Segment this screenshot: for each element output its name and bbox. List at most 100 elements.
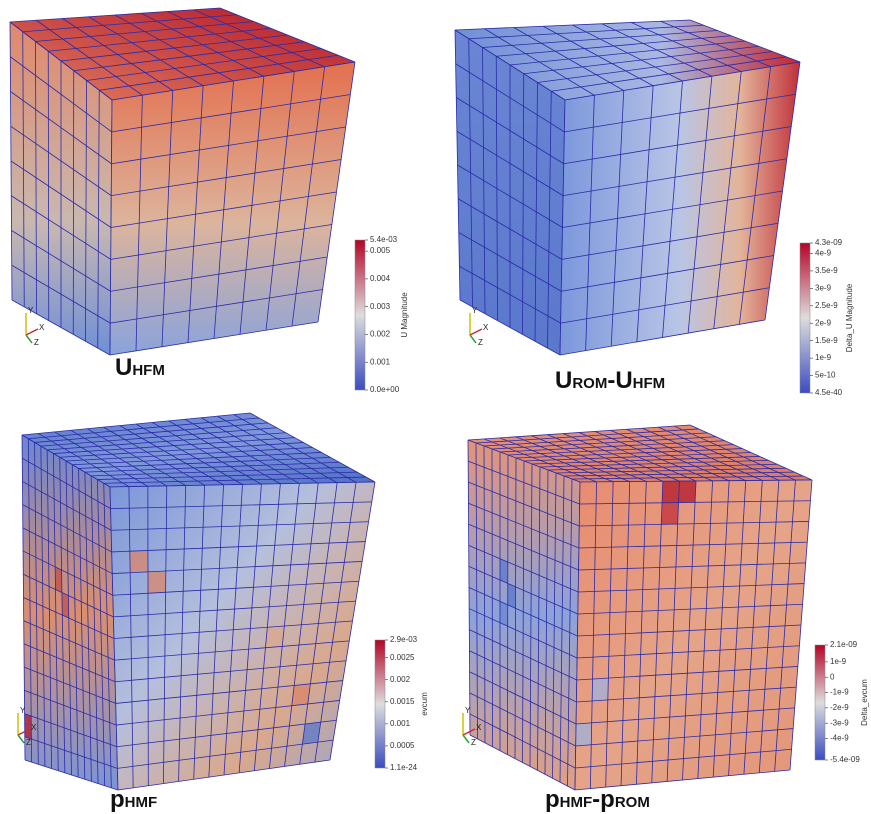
cell [147, 570, 166, 594]
cell [500, 558, 508, 584]
mesh-line [469, 650, 577, 703]
triad-axis [25, 328, 39, 336]
colorbar [354, 239, 366, 391]
mesh-line [560, 287, 770, 324]
mesh-line [459, 299, 561, 356]
mesh-line [457, 164, 563, 228]
mesh-line [78, 468, 86, 780]
mesh-line [459, 265, 561, 324]
mesh-line [23, 597, 115, 639]
colorbar-tick-label: 0.004 [370, 274, 391, 283]
mesh-line [152, 422, 262, 485]
mesh-line [233, 414, 357, 483]
mesh-line [468, 608, 578, 659]
colorbar-tick-label: 1e-9 [830, 657, 847, 666]
triad-label: Y [465, 706, 471, 715]
cell [291, 683, 311, 706]
triad-axis [25, 334, 33, 344]
mesh-line [284, 483, 319, 767]
cube-face [10, 8, 355, 100]
mesh-line [24, 759, 119, 791]
triad-axis [469, 328, 483, 336]
mesh-line [249, 412, 376, 483]
mesh-line [217, 415, 338, 484]
cube-face [22, 435, 118, 790]
mesh-line [24, 736, 118, 769]
colorbar-tick-label: 0.0e+00 [370, 385, 400, 394]
colorbar-tick-label: 0 [830, 672, 835, 681]
mesh-line [168, 420, 281, 485]
mesh-line [689, 19, 801, 63]
cell [265, 626, 285, 648]
mesh-line [72, 70, 75, 335]
triad-label: Z [478, 338, 483, 347]
mesh-line [23, 620, 115, 661]
mesh-line [73, 41, 305, 72]
mesh-line [71, 464, 79, 778]
mesh-line [110, 289, 323, 324]
triad-axis [469, 334, 477, 344]
triad-label: X [483, 323, 489, 332]
colorbar-tick-label: 1.5e-9 [815, 336, 838, 345]
colorbar-tick-label: 0.001 [370, 357, 391, 366]
colorbar [374, 639, 386, 769]
mesh-line [631, 22, 742, 72]
caption: UHFM [115, 354, 165, 381]
colorbar-title: Delta_evcum [860, 679, 869, 726]
caption-part: HFM [132, 362, 165, 379]
mesh-line [110, 224, 332, 260]
cube-face [455, 20, 800, 100]
mesh-line [469, 692, 576, 747]
mesh-line [91, 466, 349, 477]
mesh-line [84, 472, 92, 782]
mesh-line [789, 479, 813, 771]
mesh-line [537, 466, 541, 771]
triad-axis [462, 734, 470, 744]
colorbar-title: U Magnitude [400, 292, 409, 338]
mesh-line [238, 484, 262, 773]
mesh-line [534, 82, 538, 342]
mesh-line [577, 624, 802, 637]
caption-part: -p [592, 786, 615, 813]
mesh-line [78, 456, 331, 469]
mesh-line [563, 471, 795, 477]
mesh-line [65, 447, 313, 462]
mesh-line [184, 418, 300, 484]
mesh-line [86, 48, 322, 81]
mesh-line [253, 483, 281, 771]
mesh-line [85, 80, 87, 342]
colorbar-title: evcum [420, 692, 429, 716]
mesh-line [642, 427, 763, 481]
mesh-line [116, 700, 340, 726]
mesh-line [90, 475, 99, 784]
mesh-line [559, 475, 565, 783]
mesh-line [103, 483, 112, 788]
colorbar-tick-label: 0.003 [370, 302, 391, 311]
mesh-line [115, 680, 343, 704]
mesh-line [317, 61, 356, 323]
cube-face [110, 482, 375, 790]
colorbar-tick-label: 0.001 [390, 719, 411, 728]
cell [302, 722, 321, 745]
mesh-line [469, 713, 576, 769]
mesh-line [571, 475, 804, 480]
mesh-line [712, 480, 730, 778]
colorbar [799, 242, 811, 394]
mesh-line [116, 719, 337, 748]
triad-axis [462, 728, 476, 736]
caption-part: ROM [572, 375, 607, 392]
mesh-line [97, 90, 100, 349]
triad-label: Z [26, 738, 31, 747]
mesh-line [764, 61, 801, 321]
mesh-line [314, 482, 357, 763]
caption: UROM-UHFM [555, 367, 665, 394]
mesh-line [291, 66, 326, 327]
mesh-line [60, 34, 288, 62]
mesh-line [239, 76, 265, 335]
mesh-line [24, 713, 117, 748]
triad-label: Y [20, 706, 26, 715]
colorbar-tick-label: 1e-9 [815, 353, 832, 362]
mesh-line [537, 51, 773, 83]
mesh-line [24, 689, 117, 726]
